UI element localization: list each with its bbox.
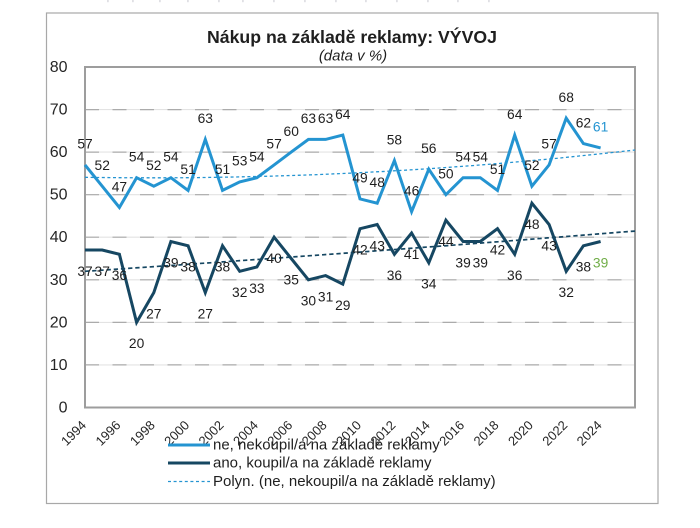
svg-text:68: 68 bbox=[559, 90, 575, 105]
svg-text:20: 20 bbox=[50, 314, 68, 331]
svg-text:40: 40 bbox=[266, 251, 282, 266]
svg-text:37: 37 bbox=[95, 264, 110, 279]
svg-text:62: 62 bbox=[576, 115, 591, 130]
svg-text:36: 36 bbox=[387, 268, 403, 283]
svg-text:54: 54 bbox=[163, 150, 179, 165]
svg-text:48: 48 bbox=[524, 217, 540, 232]
svg-text:48: 48 bbox=[370, 175, 386, 190]
svg-text:43: 43 bbox=[370, 238, 386, 253]
svg-text:36: 36 bbox=[112, 268, 128, 283]
svg-text:37: 37 bbox=[77, 264, 92, 279]
svg-text:49: 49 bbox=[352, 171, 368, 186]
svg-text:29: 29 bbox=[335, 298, 351, 313]
svg-text:42: 42 bbox=[490, 243, 505, 258]
svg-text:57: 57 bbox=[77, 137, 92, 152]
svg-text:54: 54 bbox=[129, 150, 145, 165]
svg-text:54: 54 bbox=[455, 150, 471, 165]
svg-text:ne, nekoupil/a na základě rekl: ne, nekoupil/a na základě reklamy bbox=[213, 437, 440, 454]
svg-text:54: 54 bbox=[473, 150, 489, 165]
svg-text:32: 32 bbox=[232, 285, 247, 300]
svg-text:63: 63 bbox=[198, 111, 214, 126]
svg-text:58: 58 bbox=[387, 132, 403, 147]
svg-text:47: 47 bbox=[112, 179, 127, 194]
svg-text:38: 38 bbox=[180, 260, 196, 275]
svg-text:63: 63 bbox=[318, 111, 334, 126]
svg-text:30: 30 bbox=[50, 272, 68, 289]
svg-text:51: 51 bbox=[215, 162, 230, 177]
svg-text:34: 34 bbox=[421, 277, 437, 292]
svg-text:35: 35 bbox=[284, 272, 300, 287]
svg-text:27: 27 bbox=[146, 306, 161, 321]
svg-text:60: 60 bbox=[50, 144, 68, 161]
svg-text:50: 50 bbox=[50, 187, 68, 204]
svg-text:42: 42 bbox=[352, 243, 367, 258]
svg-text:32: 32 bbox=[559, 285, 574, 300]
svg-text:40: 40 bbox=[50, 229, 68, 246]
svg-text:44: 44 bbox=[438, 234, 454, 249]
svg-text:51: 51 bbox=[180, 162, 195, 177]
svg-text:ano, koupil/a na základě rekla: ano, koupil/a na základě reklamy bbox=[213, 455, 432, 472]
svg-text:36: 36 bbox=[507, 268, 523, 283]
svg-text:57: 57 bbox=[541, 137, 556, 152]
svg-text:33: 33 bbox=[249, 281, 265, 296]
svg-text:43: 43 bbox=[541, 238, 557, 253]
svg-text:20: 20 bbox=[129, 336, 145, 351]
svg-text:0: 0 bbox=[59, 400, 68, 417]
svg-text:31: 31 bbox=[318, 289, 333, 304]
svg-text:70: 70 bbox=[50, 102, 68, 119]
svg-text:64: 64 bbox=[335, 107, 351, 122]
svg-text:51: 51 bbox=[490, 162, 505, 177]
svg-text:61: 61 bbox=[593, 120, 608, 135]
svg-text:27: 27 bbox=[198, 306, 213, 321]
svg-text:38: 38 bbox=[215, 260, 231, 275]
svg-text:52: 52 bbox=[95, 158, 110, 173]
svg-text:39: 39 bbox=[473, 255, 489, 270]
svg-text:53: 53 bbox=[232, 154, 248, 169]
svg-text:56: 56 bbox=[421, 141, 437, 156]
svg-text:63: 63 bbox=[301, 111, 317, 126]
svg-text:64: 64 bbox=[507, 107, 523, 122]
svg-text:52: 52 bbox=[524, 158, 539, 173]
svg-text:39: 39 bbox=[593, 255, 609, 270]
svg-text:60: 60 bbox=[284, 124, 300, 139]
svg-text:50: 50 bbox=[438, 167, 454, 182]
svg-text:39: 39 bbox=[163, 255, 179, 270]
svg-text:Polyn. (ne, nekoupil/a na zákl: Polyn. (ne, nekoupil/a na základě reklam… bbox=[213, 473, 496, 490]
svg-text:38: 38 bbox=[576, 260, 592, 275]
svg-text:30: 30 bbox=[301, 294, 317, 309]
svg-text:10: 10 bbox=[50, 357, 68, 374]
svg-text:41: 41 bbox=[404, 247, 419, 262]
svg-text:46: 46 bbox=[404, 184, 420, 199]
svg-text:57: 57 bbox=[266, 137, 281, 152]
svg-text:80: 80 bbox=[50, 59, 68, 76]
svg-text:54: 54 bbox=[249, 150, 265, 165]
svg-text:(data v %): (data v %) bbox=[319, 48, 387, 65]
svg-text:39: 39 bbox=[455, 255, 471, 270]
svg-text:Nákup na základě reklamy: VÝVO: Nákup na základě reklamy: VÝVOJ bbox=[207, 26, 497, 47]
svg-text:52: 52 bbox=[146, 158, 161, 173]
